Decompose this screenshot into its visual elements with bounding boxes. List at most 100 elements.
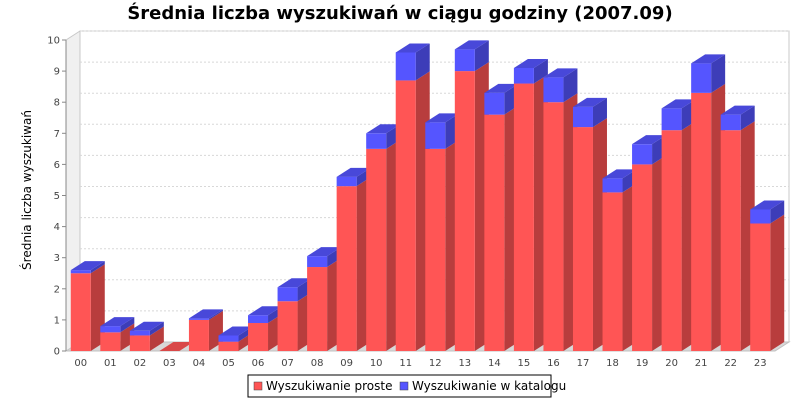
bar-segment-katalog [100,326,121,333]
bar-segment-proste [188,319,209,351]
bar-group-02 [129,321,164,351]
bar-group-08 [307,247,342,351]
bar-segment-proste [691,92,712,352]
bar-segment-katalog [425,122,446,149]
bar-group-20 [661,99,696,351]
x-tick-label: 12 [429,358,442,369]
bar-segment-katalog [129,330,150,336]
bar-segment-katalog [632,144,653,165]
bar-segment-proste [218,341,239,351]
y-tick-label: 0 [54,347,60,358]
bar-group-14 [484,83,519,351]
bar-segment-proste [543,102,564,351]
bar-top [218,326,253,336]
chart-title: Średnia liczba wyszukiwań w ciągu godzin… [127,2,672,24]
bar-top [661,99,696,109]
bar-side [149,321,164,336]
x-tick-label: 10 [370,358,383,369]
bar-segment-proste [454,71,475,351]
bar-segment-proste [513,83,534,351]
bar-segment-katalog [720,114,741,131]
x-tick-label: 01 [104,358,117,369]
bar-group-03 [159,342,194,351]
bar-top [100,317,135,327]
bar-segment-proste [425,148,446,351]
bar-segment-katalog [454,49,475,72]
bar-group-12 [425,113,460,351]
bar-segment-katalog [248,315,269,324]
bar-group-16 [543,68,578,351]
bar-top [425,113,460,123]
bar-segment-proste [484,114,505,351]
bar-top [395,43,430,53]
x-tick-label: 19 [636,358,649,369]
x-tick-label: 11 [399,358,412,369]
bar-group-21 [691,54,726,352]
bar-top [454,40,489,50]
bar-segment-proste [632,164,653,351]
bar-side [770,200,785,224]
bar-side [533,58,548,84]
bar-top [129,321,164,331]
y-tick-label: 1 [54,315,60,326]
bar-top [336,167,371,177]
bar-top [572,97,607,107]
x-tick-label: 14 [488,358,501,369]
bar-segment-katalog [307,256,328,268]
bar-top [513,58,548,68]
bar-segment-katalog [543,77,564,103]
x-tick-label: 08 [311,358,324,369]
bar-segment-proste [395,80,416,352]
x-tick-label: 05 [222,358,235,369]
x-tick-label: 18 [606,358,619,369]
bar-group-09 [336,167,371,351]
bar-segment-katalog [70,270,91,274]
y-tick-label: 4 [54,222,60,233]
y-tick-label: 3 [54,253,60,264]
bar-segment-katalog [366,133,387,149]
x-tick-label: 06 [252,358,265,369]
bar-group-18 [602,169,637,351]
bar-segment-katalog [513,67,534,84]
y-tick-label: 2 [54,284,60,295]
bar-side [711,54,726,93]
bar-top [70,261,105,271]
bar-side [90,261,105,274]
bar-segment-katalog [277,287,298,302]
x-tick-label: 13 [458,358,471,369]
bar-top [602,169,637,179]
bar-group-01 [100,317,135,351]
x-tick-label: 07 [281,358,294,369]
bar-side [770,214,785,351]
bar-top [248,306,283,316]
bar-segment-proste [100,332,121,351]
bar-group-07 [277,278,312,351]
bar-side [208,309,223,320]
x-tick-label: 20 [665,358,678,369]
x-tick-label: 02 [133,358,146,369]
bar-top [543,68,578,78]
y-tick-label: 9 [54,67,60,78]
bar-segment-proste [70,273,91,351]
bar-side [592,97,607,128]
x-tick-label: 16 [547,358,560,369]
bar-top [188,309,223,319]
legend-swatch [399,381,409,391]
y-tick-label: 7 [54,129,60,140]
bar-top [720,105,755,115]
bar-segment-proste [750,223,771,351]
x-tick-label: 04 [193,358,206,369]
x-tick-label: 15 [518,358,531,369]
y-tick-label: 8 [54,98,60,109]
bar-top [366,124,401,134]
bar-segment-proste [602,192,623,351]
bar-segment-proste [307,267,328,351]
y-axis-label: Średnia liczba wyszukiwań [19,110,34,270]
x-tick-label: 21 [695,358,708,369]
legend-label: Wyszukiwanie w katalogu [412,379,566,393]
bar-top [277,278,312,288]
bar-group-00 [70,261,105,351]
bar-group-17 [572,97,607,351]
